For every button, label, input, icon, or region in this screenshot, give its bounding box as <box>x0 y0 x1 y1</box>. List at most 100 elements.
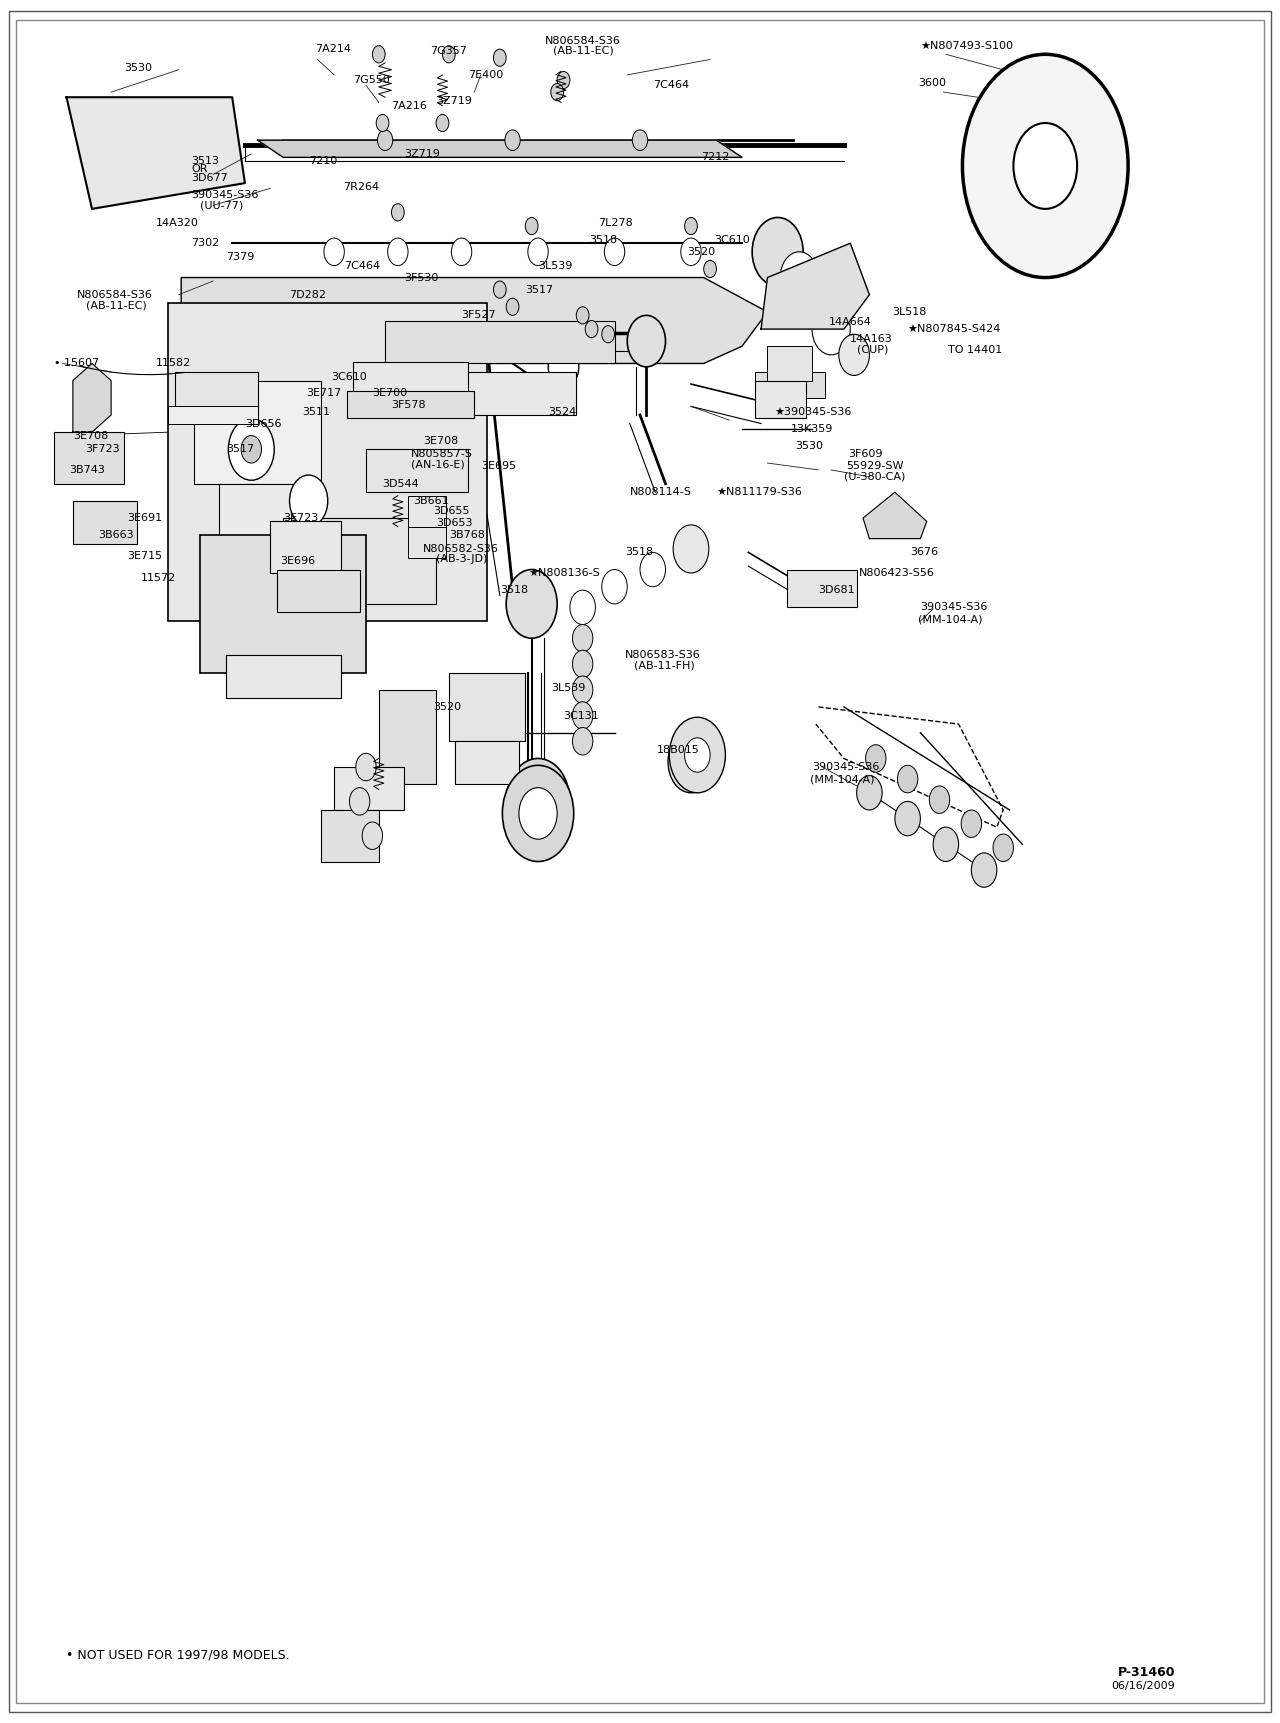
Text: 3520: 3520 <box>687 246 716 257</box>
Circle shape <box>572 701 593 729</box>
Text: 390345-S36: 390345-S36 <box>192 190 259 200</box>
Text: 3D681: 3D681 <box>818 586 855 594</box>
Text: N806583-S36: N806583-S36 <box>625 650 700 660</box>
Text: 3E708: 3E708 <box>73 431 108 441</box>
Bar <box>225 655 340 698</box>
Text: N805857-S: N805857-S <box>411 450 472 460</box>
Text: • NOT USED FOR 1997/98 MODELS.: • NOT USED FOR 1997/98 MODELS. <box>67 1649 291 1661</box>
Text: 3C131: 3C131 <box>563 710 599 720</box>
Text: 7210: 7210 <box>308 155 337 165</box>
Circle shape <box>518 787 557 839</box>
Circle shape <box>673 526 709 574</box>
Circle shape <box>356 753 376 781</box>
Text: 3518: 3518 <box>499 586 527 594</box>
Circle shape <box>963 55 1128 277</box>
Text: 3F578: 3F578 <box>392 400 426 410</box>
Bar <box>73 501 137 544</box>
Text: 390345-S36: 390345-S36 <box>920 603 988 612</box>
Text: 3B661: 3B661 <box>413 496 449 507</box>
Text: 3F609: 3F609 <box>847 450 882 460</box>
Circle shape <box>570 591 595 624</box>
Bar <box>54 432 124 484</box>
Bar <box>283 519 436 603</box>
Circle shape <box>856 775 882 810</box>
Text: OR: OR <box>192 164 207 174</box>
Circle shape <box>585 320 598 338</box>
Bar <box>755 372 824 398</box>
Text: TO 14401: TO 14401 <box>948 345 1002 355</box>
Circle shape <box>378 129 393 150</box>
Bar <box>787 570 856 606</box>
Text: 7G550: 7G550 <box>353 76 390 84</box>
Text: 3C610: 3C610 <box>714 234 750 245</box>
Circle shape <box>502 765 573 862</box>
Text: 390345-S36: 390345-S36 <box>812 762 879 772</box>
Text: 7A214: 7A214 <box>315 45 351 53</box>
Bar <box>270 522 340 574</box>
Text: ★N807493-S100: ★N807493-S100 <box>920 41 1014 50</box>
Text: 13K359: 13K359 <box>790 424 833 434</box>
Text: 3511: 3511 <box>302 407 330 417</box>
Text: 3517: 3517 <box>525 284 553 295</box>
Bar <box>347 391 475 419</box>
Polygon shape <box>257 140 742 157</box>
Text: P-31460: P-31460 <box>1117 1666 1175 1678</box>
Bar <box>366 450 468 493</box>
Circle shape <box>685 217 698 234</box>
Circle shape <box>838 334 869 376</box>
Circle shape <box>704 260 717 277</box>
Text: 14A320: 14A320 <box>156 217 198 227</box>
Text: (MM-104-A): (MM-104-A) <box>918 615 982 624</box>
Bar <box>169 407 257 424</box>
Text: 7D282: 7D282 <box>289 289 326 300</box>
Circle shape <box>506 570 557 638</box>
Circle shape <box>993 834 1014 862</box>
Text: (UU-77): (UU-77) <box>200 200 243 210</box>
Circle shape <box>572 727 593 755</box>
Circle shape <box>685 737 710 772</box>
Polygon shape <box>67 96 244 208</box>
Circle shape <box>362 822 383 849</box>
Bar <box>353 362 468 393</box>
Text: (AN-16-E): (AN-16-E) <box>411 460 465 470</box>
Text: 3F527: 3F527 <box>462 310 497 320</box>
Text: 3B743: 3B743 <box>69 465 105 476</box>
Text: 7302: 7302 <box>192 238 220 248</box>
Text: 3524: 3524 <box>548 407 576 417</box>
Polygon shape <box>182 277 768 364</box>
Text: 3676: 3676 <box>910 548 938 557</box>
Text: N806584-S36: N806584-S36 <box>544 36 621 45</box>
Text: 3518: 3518 <box>589 234 617 245</box>
Circle shape <box>289 476 328 527</box>
Circle shape <box>493 281 506 298</box>
Text: 3L518: 3L518 <box>892 307 927 317</box>
Text: 7E400: 7E400 <box>468 71 503 79</box>
Circle shape <box>452 238 472 265</box>
Circle shape <box>527 238 548 265</box>
Circle shape <box>576 307 589 324</box>
Text: 3D653: 3D653 <box>436 519 472 529</box>
Circle shape <box>557 71 570 88</box>
Text: 7G357: 7G357 <box>430 47 467 55</box>
Circle shape <box>799 283 829 324</box>
Bar <box>755 381 805 419</box>
Text: 3E708: 3E708 <box>424 436 458 446</box>
Bar <box>195 381 321 484</box>
Circle shape <box>668 731 714 793</box>
Text: 3F723: 3F723 <box>86 445 120 455</box>
Text: 3513: 3513 <box>192 155 219 165</box>
Circle shape <box>572 650 593 677</box>
Text: (U-380-CA): (U-380-CA) <box>844 472 905 482</box>
Text: 3D544: 3D544 <box>383 479 420 489</box>
Circle shape <box>1014 122 1078 208</box>
Circle shape <box>522 781 553 822</box>
Circle shape <box>669 717 726 793</box>
Polygon shape <box>863 493 927 539</box>
Circle shape <box>627 315 666 367</box>
Text: 3E717: 3E717 <box>306 388 342 398</box>
Text: 55929-SW: 55929-SW <box>846 462 904 472</box>
Text: N806423-S56: N806423-S56 <box>859 569 936 577</box>
Circle shape <box>525 217 538 234</box>
Text: 3518: 3518 <box>625 548 653 557</box>
Circle shape <box>443 47 456 62</box>
